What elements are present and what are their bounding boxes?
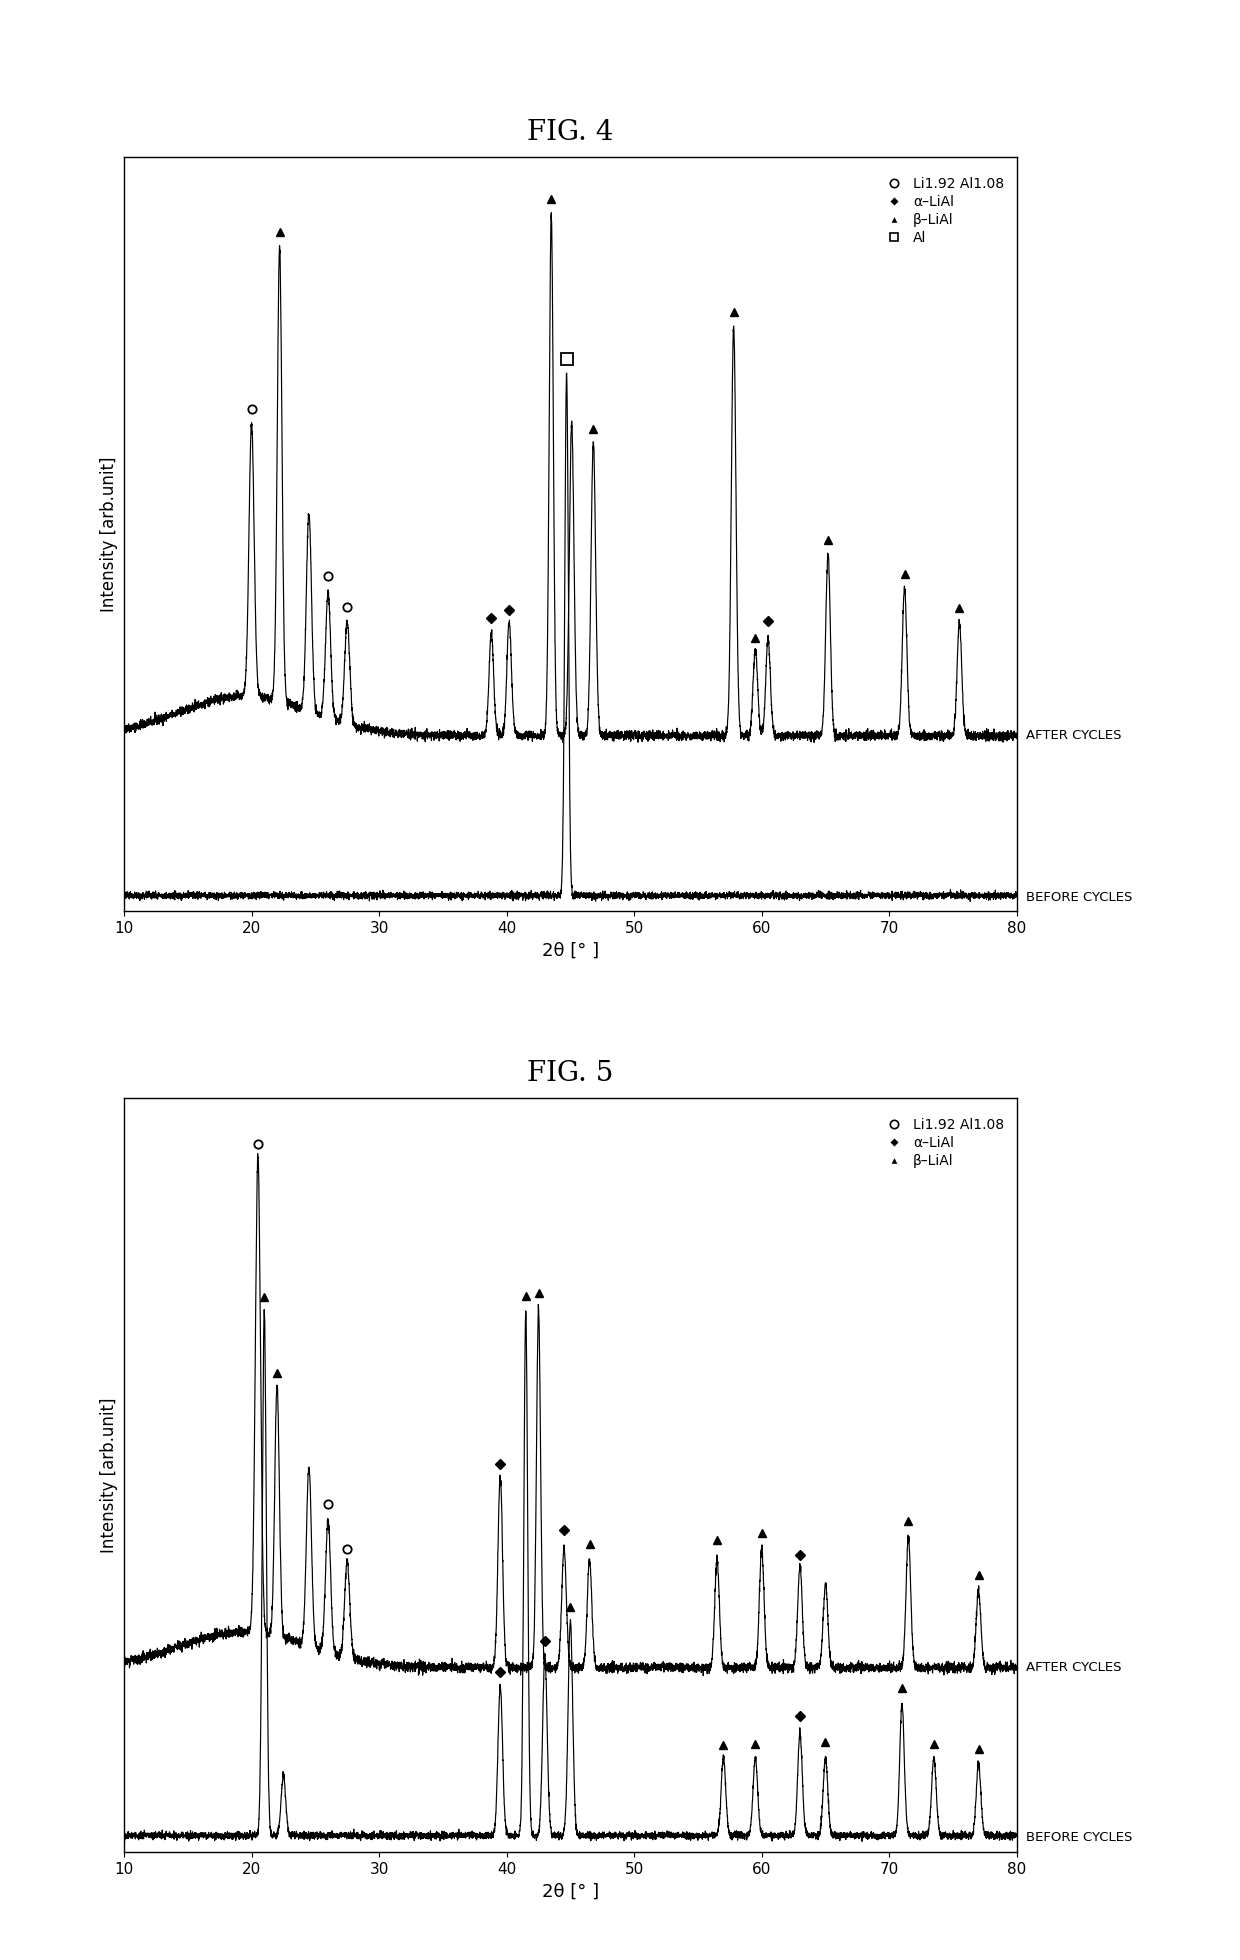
Legend: Li1.92 Al1.08, α–LiAl, β–LiAl: Li1.92 Al1.08, α–LiAl, β–LiAl — [874, 1111, 1009, 1174]
Title: FIG. 5: FIG. 5 — [527, 1060, 614, 1088]
Text: BEFORE CYCLES: BEFORE CYCLES — [1025, 890, 1132, 904]
Text: AFTER CYCLES: AFTER CYCLES — [1025, 1660, 1121, 1674]
Y-axis label: Intensity [arb.unit]: Intensity [arb.unit] — [100, 1397, 119, 1552]
Title: FIG. 4: FIG. 4 — [527, 120, 614, 147]
Text: AFTER CYCLES: AFTER CYCLES — [1025, 729, 1121, 743]
Y-axis label: Intensity [arb.unit]: Intensity [arb.unit] — [100, 457, 119, 612]
X-axis label: 2θ [° ]: 2θ [° ] — [542, 941, 599, 960]
X-axis label: 2θ [° ]: 2θ [° ] — [542, 1882, 599, 1901]
Legend: Li1.92 Al1.08, α–LiAl, β–LiAl, Al: Li1.92 Al1.08, α–LiAl, β–LiAl, Al — [874, 171, 1009, 251]
Text: BEFORE CYCLES: BEFORE CYCLES — [1025, 1831, 1132, 1844]
